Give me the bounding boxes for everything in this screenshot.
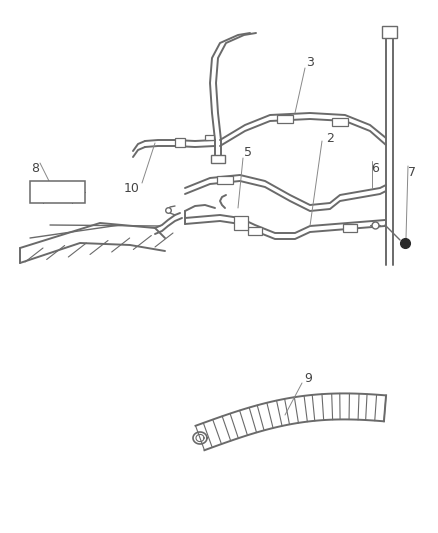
Text: 10: 10 bbox=[124, 182, 140, 195]
Text: 7: 7 bbox=[408, 166, 416, 180]
Bar bbox=[211, 155, 225, 163]
Bar bbox=[382, 26, 397, 38]
Text: 3: 3 bbox=[306, 56, 314, 69]
Bar bbox=[343, 224, 357, 232]
Bar bbox=[248, 227, 262, 235]
Bar bbox=[175, 138, 185, 147]
Text: 8: 8 bbox=[31, 161, 39, 174]
Bar bbox=[217, 176, 233, 184]
Bar bbox=[205, 135, 214, 140]
Bar bbox=[234, 216, 248, 230]
Text: 6: 6 bbox=[371, 161, 379, 174]
Bar bbox=[277, 115, 293, 123]
Text: 5: 5 bbox=[244, 147, 252, 159]
Text: 2: 2 bbox=[326, 132, 334, 144]
Text: 9: 9 bbox=[304, 372, 312, 384]
Bar bbox=[332, 118, 348, 126]
Bar bbox=[30, 181, 85, 203]
